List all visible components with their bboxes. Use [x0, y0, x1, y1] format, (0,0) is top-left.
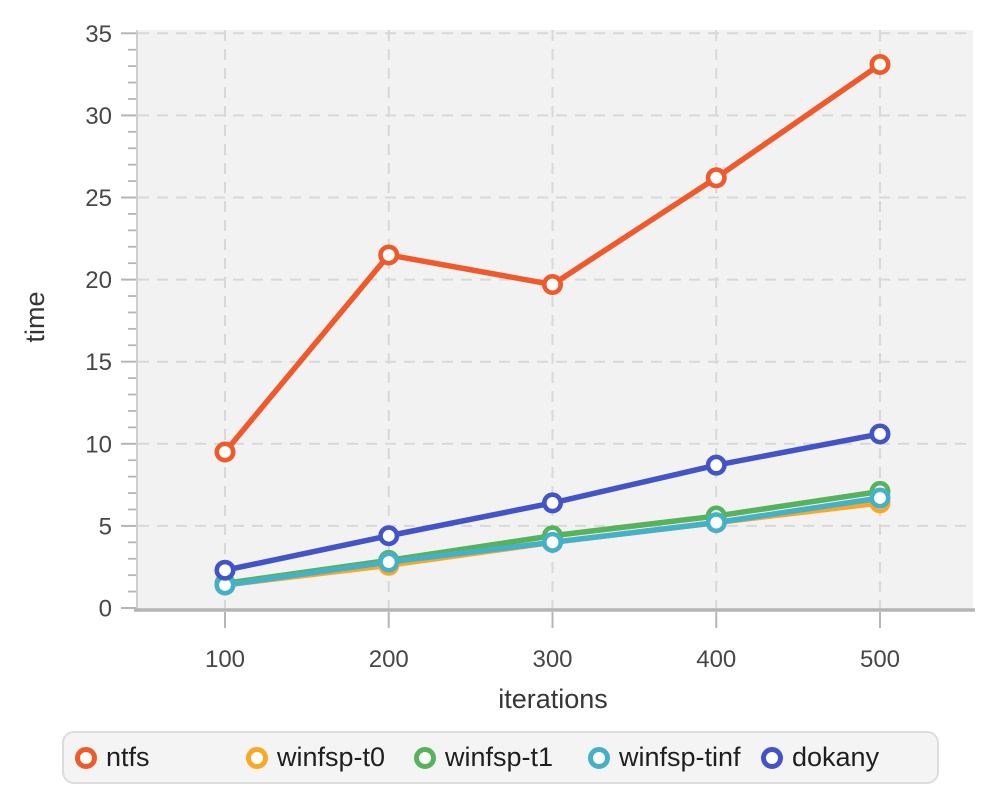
- legend-label: dokany: [792, 742, 880, 772]
- data-point-dokany-400: [705, 454, 727, 476]
- legend-label: ntfs: [106, 742, 150, 772]
- axes: 0 5 10 15 20 25 30 35 100 200 300 400 500: [85, 21, 975, 673]
- x-tick-label: 400: [696, 646, 736, 673]
- legend-item-winfsp-t0[interactable]: winfsp-t0: [246, 733, 385, 782]
- data-point-ntfs-400: [705, 167, 727, 189]
- data-point-winfsp-tinf-200: [378, 551, 400, 573]
- x-tick-label: 100: [205, 646, 245, 673]
- legend-item-winfsp-tinf[interactable]: winfsp-tinf: [588, 733, 741, 782]
- plot-background: [137, 30, 973, 610]
- chart-legend: ntfs winfsp-t0 winfsp-t1 winfsp-tinf dokany: [62, 731, 939, 784]
- data-point-winfsp-tinf-300: [541, 531, 563, 553]
- series-ntfs: [214, 53, 891, 463]
- data-point-ntfs-200: [378, 244, 400, 266]
- plot-panel: [137, 30, 973, 610]
- y-axis-title: time: [20, 291, 50, 342]
- x-tick-label: 300: [532, 646, 572, 673]
- y-tick-label: 5: [99, 513, 112, 540]
- legend-label: winfsp-tinf: [619, 742, 741, 772]
- series-dokany: [214, 423, 891, 581]
- data-point-dokany-100: [214, 559, 236, 581]
- x-tick-label: 200: [369, 646, 409, 673]
- data-point-dokany-500: [869, 423, 891, 445]
- y-tick-label: 30: [85, 103, 112, 130]
- legend-marker-icon: [246, 746, 268, 769]
- x-axis-title: iterations: [498, 684, 608, 714]
- legend-label: winfsp-t1: [445, 742, 554, 772]
- legend-marker-icon: [75, 746, 97, 769]
- data-series: [214, 53, 891, 596]
- legend-marker-icon: [414, 746, 436, 769]
- legend-item-dokany[interactable]: dokany: [761, 733, 879, 782]
- y-tick-label: 10: [85, 431, 112, 458]
- y-tick-label: 0: [99, 596, 112, 623]
- x-tick-label: 500: [860, 646, 900, 673]
- data-point-ntfs-100: [214, 441, 236, 463]
- legend-item-winfsp-t1[interactable]: winfsp-t1: [414, 733, 553, 782]
- data-point-ntfs-300: [541, 274, 563, 296]
- legend-item-ntfs[interactable]: ntfs: [75, 733, 150, 782]
- y-tick-label: 35: [85, 21, 112, 48]
- legend-label: winfsp-t0: [277, 742, 386, 772]
- y-tick-label: 15: [85, 349, 112, 376]
- data-point-dokany-300: [541, 492, 563, 514]
- y-tick-label: 25: [85, 185, 112, 212]
- data-point-dokany-200: [378, 525, 400, 547]
- data-point-winfsp-tinf-400: [705, 512, 727, 534]
- legend-marker-icon: [761, 746, 783, 769]
- series-winfsp-tinf: [214, 487, 891, 596]
- legend-marker-icon: [588, 746, 610, 769]
- data-point-ntfs-500: [869, 53, 891, 75]
- y-tick-label: 20: [85, 267, 112, 294]
- data-point-winfsp-tinf-500: [869, 487, 891, 509]
